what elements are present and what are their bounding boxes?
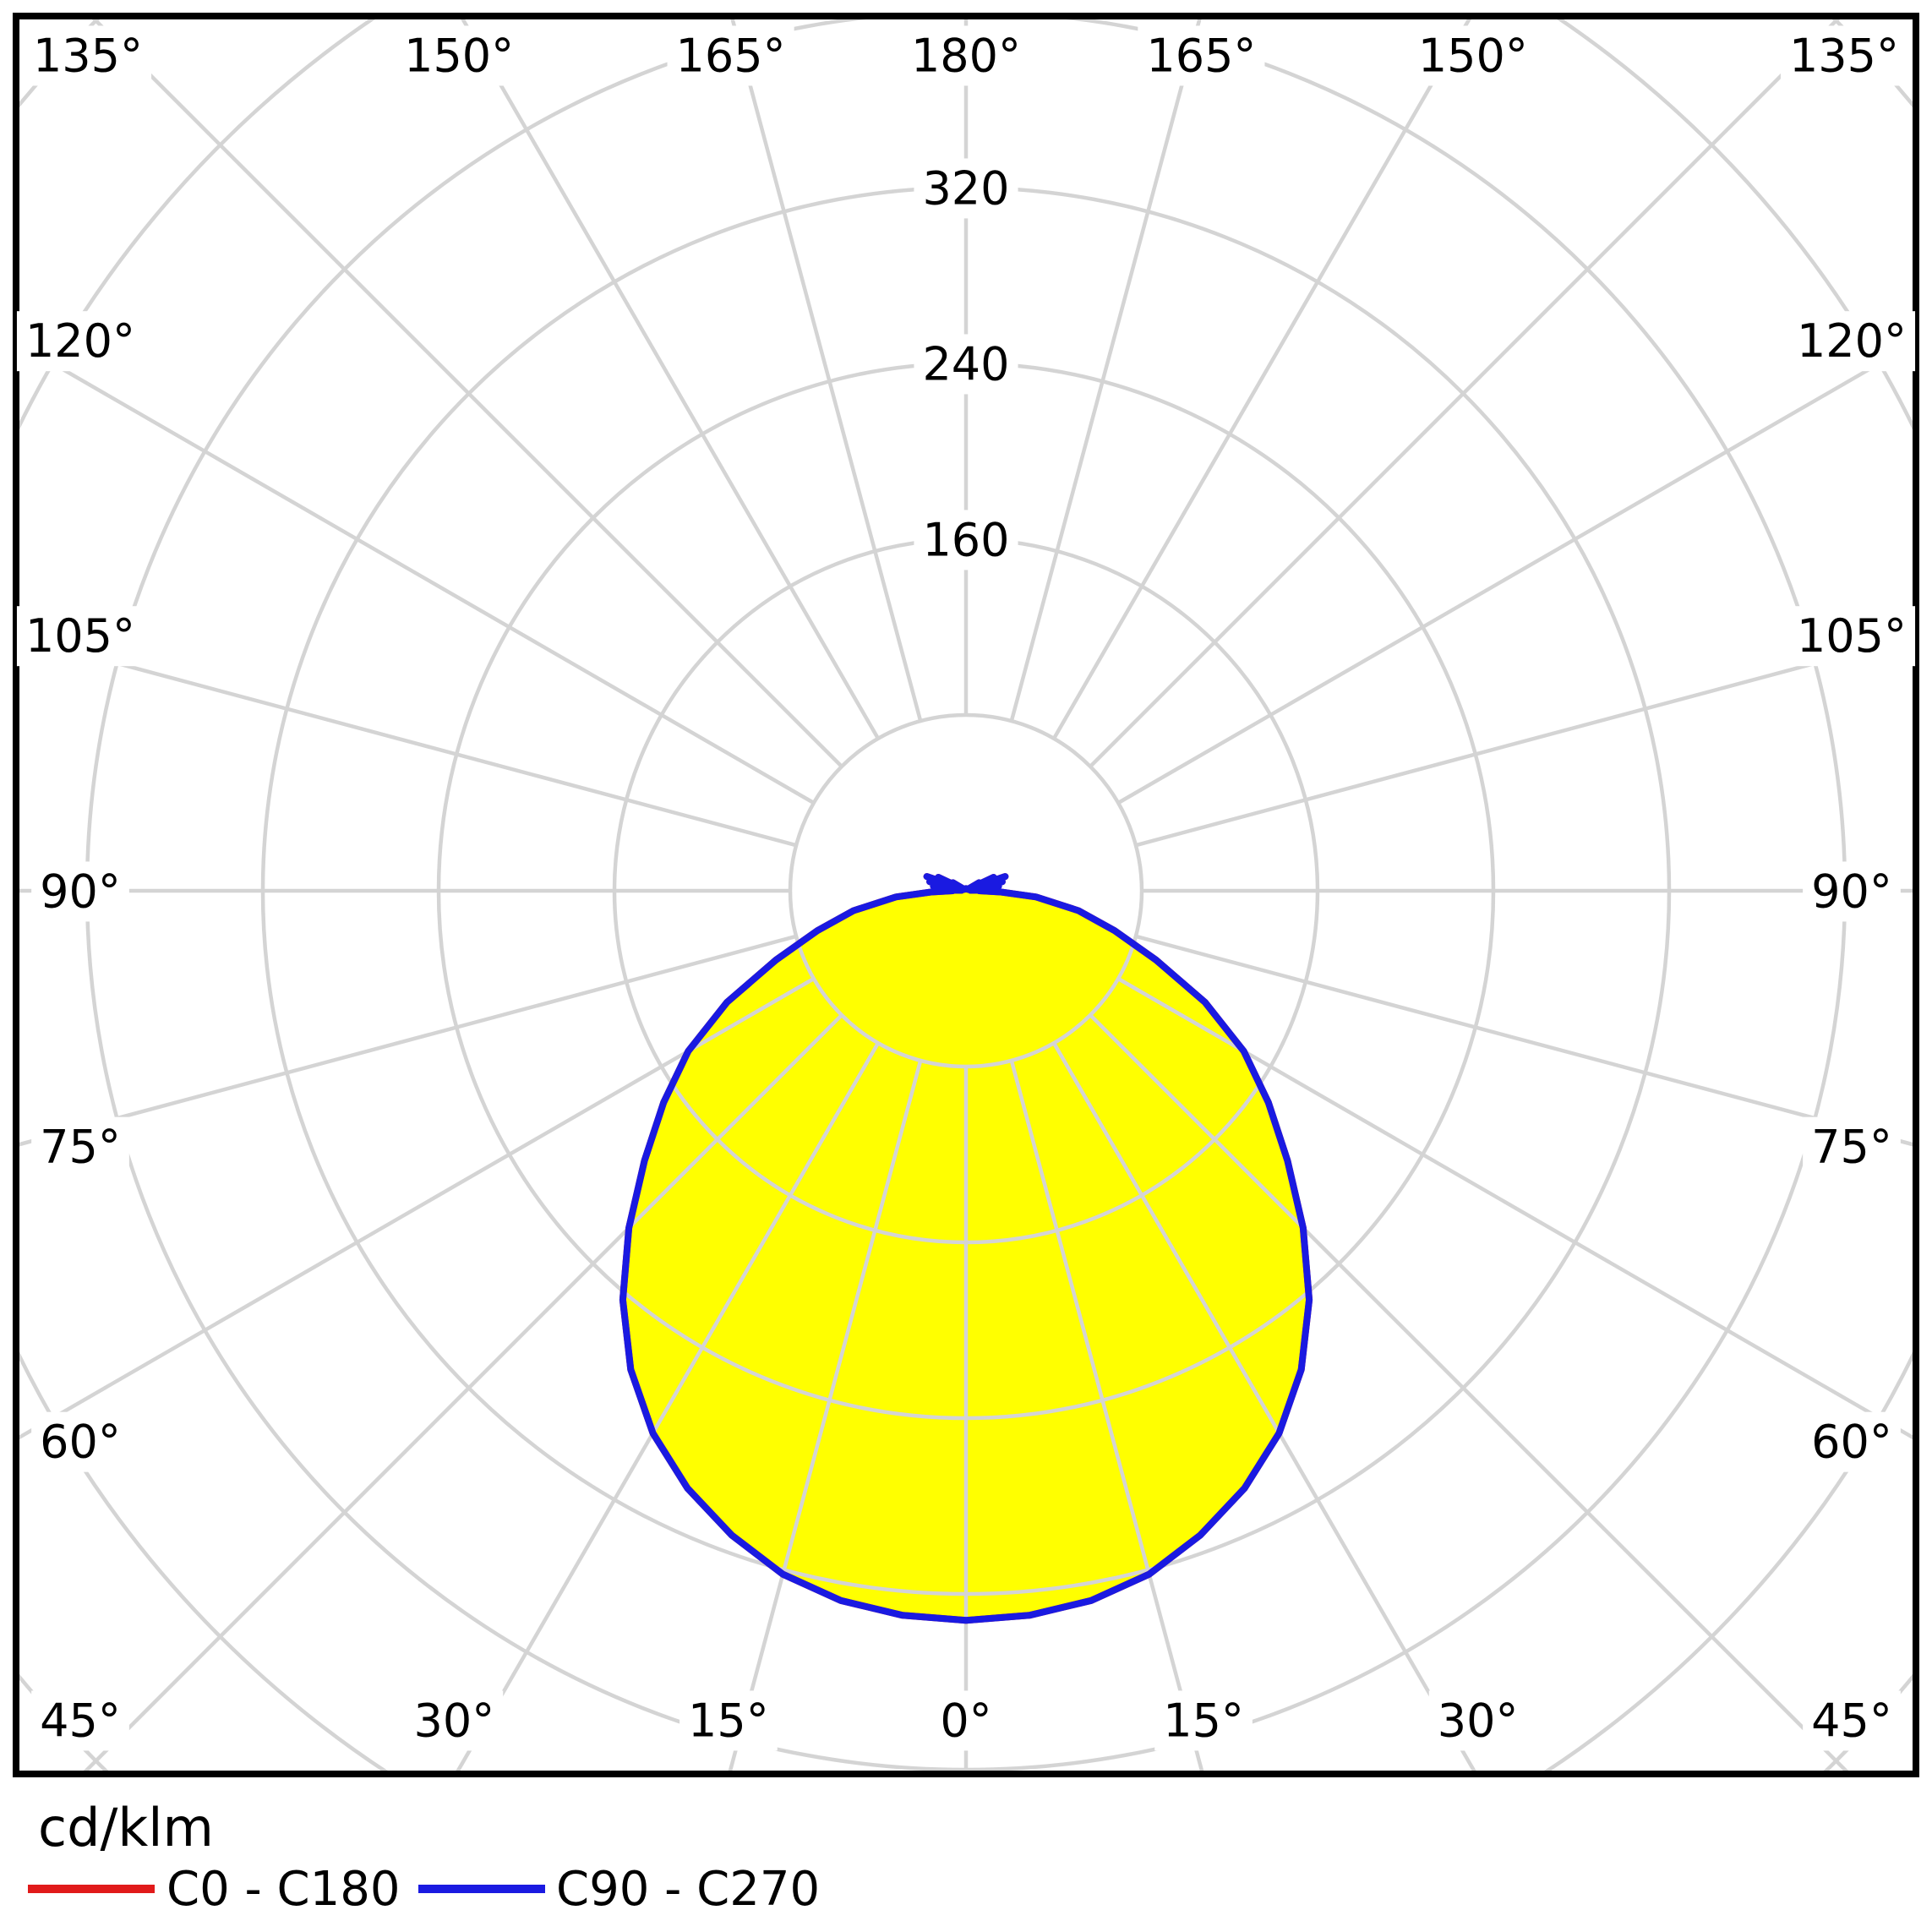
grid-spoke-315 [1089,1013,1851,1772]
angle-label-90-halo [31,861,129,922]
angle-label-345: 15° [1163,1694,1244,1747]
angle-label-225-halo [1780,25,1908,86]
grid-spoke-120 [18,341,815,805]
angle-label-120: 120° [25,314,135,368]
grid-spoke-225 [1089,18,1842,768]
angle-label-300: 60° [1811,1416,1892,1469]
grid-spoke-60 [18,977,815,1441]
radial-tick-label-160: 160 [922,513,1009,566]
angle-label-285-halo [1803,1116,1901,1177]
grid-spoke-240 [1117,341,1914,805]
angle-label-0-halo [931,1690,1001,1751]
grid-spoke-135 [90,18,843,768]
radial-tick-label-240-halo [914,334,1018,395]
angle-label-345-halo [1154,1690,1253,1751]
angle-label-75-halo [31,1116,129,1177]
angle-label-45: 45° [40,1694,121,1747]
grid-spoke-255 [1135,635,1914,848]
grid-spoke-150 [459,18,880,740]
angle-label-315-halo [1803,1690,1901,1751]
angle-label-225: 135° [1789,29,1899,82]
grid-spoke-165 [729,18,923,722]
angle-label-15: 15° [688,1694,769,1747]
grid-spoke-105 [18,635,797,848]
angle-label-30-halo [405,1690,504,1751]
angle-label-195-halo [1138,25,1265,86]
angle-label-105-halo [16,606,145,667]
angle-label-45-halo [31,1690,129,1751]
angle-label-315: 45° [1811,1694,1892,1747]
angle-label-330: 30° [1438,1694,1519,1747]
angle-label-300-halo [1803,1411,1901,1472]
angle-label-120-halo [16,311,145,372]
grid-spoke-345 [1009,1060,1204,1772]
angle-label-210-halo [1409,25,1536,86]
angle-label-135-halo [24,25,152,86]
angle-label-0: 0° [940,1694,991,1747]
grid-spoke-45 [81,1013,843,1772]
angle-label-270-halo [1803,861,1901,922]
angle-label-240: 120° [1797,314,1907,368]
grid-spoke-330 [1052,1042,1477,1772]
grid-spoke-75 [18,934,797,1147]
angle-label-75: 75° [40,1121,121,1174]
angle-label-210: 150° [1418,29,1528,82]
grid-spoke-15 [728,1060,923,1772]
radial-tick-label-320: 320 [922,161,1009,215]
grid-spoke-195 [1009,18,1203,722]
radial-tick-label-160-halo [914,510,1018,570]
angle-label-270: 90° [1811,865,1892,918]
angle-label-135: 135° [33,29,143,82]
grid-spoke-300 [1117,977,1914,1441]
chart-legend: cd/klm C0 - C180 C90 - C270 [0,1782,1932,1932]
angle-label-255: 105° [1797,609,1907,663]
angle-label-150: 150° [404,29,514,82]
radial-tick-label-240: 240 [922,337,1009,390]
angle-label-150-halo [396,25,523,86]
grid-spoke-210 [1052,18,1473,740]
c0-c180-line-swatch [28,1885,155,1893]
legend-row: C0 - C180 C90 - C270 [0,1864,1932,1915]
angle-label-90: 90° [40,865,121,918]
radial-tick-label-320-halo [914,158,1018,219]
c0-c180-legend-label: C0 - C180 [166,1862,401,1917]
angle-label-15-halo [679,1690,778,1751]
angle-label-285: 75° [1811,1121,1892,1174]
angle-label-195: 165° [1146,29,1256,82]
angle-label-165-halo [667,25,794,86]
c90-c270-line-swatch [418,1885,545,1893]
angle-label-240-halo [1787,311,1916,372]
grid-spoke-285 [1135,934,1914,1147]
angle-label-105: 105° [25,609,135,663]
angle-label-60-halo [31,1411,129,1472]
angle-label-180-halo [902,25,1030,86]
plot-frame [13,13,1919,1777]
angle-label-165: 165° [676,29,786,82]
angle-label-30: 30° [414,1694,495,1747]
angle-label-330-halo [1428,1690,1527,1751]
angle-label-60: 60° [40,1416,121,1469]
c90-c270-legend-label: C90 - C270 [556,1862,821,1917]
c90-c270-curve [619,873,1313,1624]
angle-label-255-halo [1787,606,1916,667]
grid-spoke-30 [455,1042,880,1772]
legend-unit-label: cd/klm [38,1797,214,1858]
angle-label-180: 180° [911,29,1021,82]
